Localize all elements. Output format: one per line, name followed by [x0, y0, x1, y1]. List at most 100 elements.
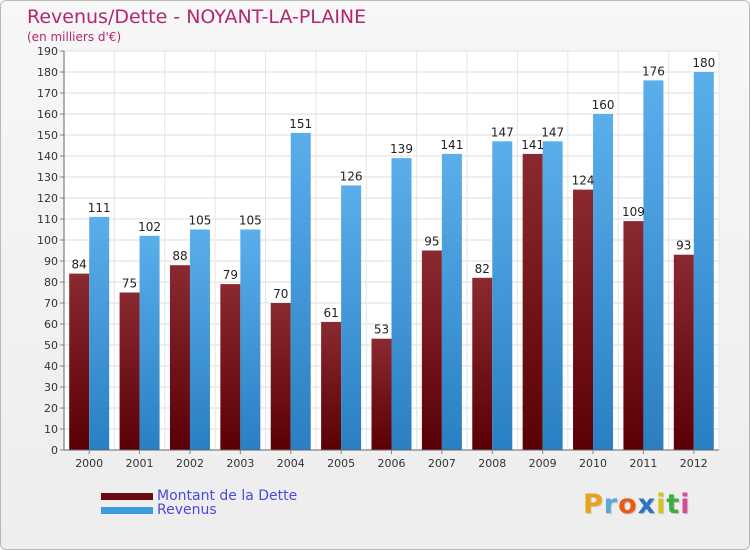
data-label-dette: 79 [223, 268, 238, 282]
y-tick-label: 30 [44, 381, 58, 394]
data-label-dette: 84 [72, 258, 87, 272]
bar-revenus [492, 141, 513, 451]
bar-revenus [391, 158, 412, 450]
data-label-dette: 61 [323, 306, 338, 320]
data-label-dette: 70 [273, 287, 288, 301]
bar-dette [69, 273, 90, 450]
legend-item-revenus: Revenus [101, 502, 217, 518]
bar-dette [119, 292, 140, 450]
bar-revenus [643, 80, 664, 451]
logo-letter: i [680, 489, 691, 520]
y-tick-label: 190 [37, 45, 58, 58]
data-label-dette: 93 [676, 239, 691, 253]
data-label-dette: 95 [424, 235, 439, 249]
bar-revenus [593, 114, 614, 450]
bar-revenus [139, 235, 160, 450]
x-tick-label: 2000 [75, 457, 103, 470]
y-tick-label: 160 [37, 108, 58, 121]
proxiti-logo: Proxiti [583, 489, 691, 520]
data-label-revenus: 141 [440, 138, 463, 152]
bar-revenus [89, 216, 110, 450]
legend-item-dette: Montant de la Dette [101, 488, 298, 504]
data-label-revenus: 180 [692, 56, 715, 70]
y-tick-label: 170 [37, 87, 58, 100]
bar-revenus [189, 229, 210, 450]
data-label-revenus: 151 [289, 117, 312, 131]
data-label-revenus: 105 [239, 214, 262, 228]
x-tick-label: 2001 [126, 457, 154, 470]
logo-letter: i [656, 489, 667, 520]
x-tick-label: 2011 [629, 457, 657, 470]
logo-letter: t [666, 489, 681, 520]
data-label-revenus: 139 [390, 142, 413, 156]
logo-letter: o [618, 489, 638, 520]
bar-dette [522, 153, 543, 450]
data-label-dette: 109 [622, 205, 645, 219]
y-tick-label: 180 [37, 66, 58, 79]
x-tick-label: 2012 [680, 457, 708, 470]
x-tick-label: 2004 [277, 457, 305, 470]
bar-revenus [290, 132, 311, 450]
x-tick-label: 2009 [529, 457, 557, 470]
data-label-dette: 141 [521, 138, 544, 152]
logo-letter: r [603, 489, 619, 520]
bar-dette [573, 189, 594, 450]
data-label-revenus: 111 [88, 201, 111, 215]
y-tick-label: 120 [37, 192, 58, 205]
data-label-revenus: 102 [138, 220, 161, 234]
bar-dette [321, 321, 342, 450]
data-label-revenus: 147 [541, 125, 564, 139]
y-tick-label: 50 [44, 339, 58, 352]
data-label-revenus: 126 [340, 169, 363, 183]
legend-label-dette: Montant de la Dette [157, 488, 298, 504]
y-tick-label: 90 [44, 255, 58, 268]
data-label-dette: 53 [374, 323, 389, 337]
legend-label-revenus: Revenus [157, 502, 217, 518]
bar-revenus [341, 185, 362, 450]
data-label-dette: 124 [572, 174, 595, 188]
y-tick-label: 150 [37, 129, 58, 142]
bar-revenus [542, 141, 563, 451]
bar-revenus [693, 72, 714, 450]
x-tick-label: 2003 [226, 457, 254, 470]
legend-swatch-revenus [101, 506, 153, 514]
data-label-revenus: 160 [592, 98, 615, 112]
x-tick-label: 2008 [478, 457, 506, 470]
y-tick-label: 130 [37, 171, 58, 184]
x-tick-label: 2007 [428, 457, 456, 470]
data-label-revenus: 105 [189, 214, 212, 228]
bar-dette [623, 221, 644, 450]
y-tick-label: 20 [44, 402, 58, 415]
bar-dette [472, 277, 493, 450]
bar-dette [220, 284, 241, 450]
y-tick-label: 110 [37, 213, 58, 226]
y-tick-label: 140 [37, 150, 58, 163]
data-label-revenus: 147 [491, 125, 514, 139]
y-tick-label: 70 [44, 297, 58, 310]
chart-subtitle: (en milliers d'€) [27, 30, 122, 44]
y-tick-label: 40 [44, 360, 58, 373]
legend-swatch-dette [101, 492, 153, 500]
bar-dette [169, 265, 190, 450]
data-label-dette: 75 [122, 277, 137, 291]
y-tick-label: 100 [37, 234, 58, 247]
x-tick-label: 2006 [378, 457, 406, 470]
y-tick-label: 0 [51, 444, 58, 457]
y-tick-label: 80 [44, 276, 58, 289]
data-label-dette: 88 [172, 249, 187, 263]
data-label-dette: 82 [475, 262, 490, 276]
bar-dette [673, 254, 694, 450]
logo-letter: x [637, 489, 657, 520]
bar-revenus [240, 229, 261, 450]
y-tick-label: 10 [44, 423, 58, 436]
chart-title: Revenus/Dette - NOYANT-LA-PLAINE [27, 6, 367, 28]
logo-letter: P [583, 489, 604, 520]
bar-dette [421, 250, 442, 450]
bar-dette [270, 303, 291, 450]
x-tick-label: 2002 [176, 457, 204, 470]
x-tick-label: 2010 [579, 457, 607, 470]
bar-dette [371, 338, 392, 450]
bar-revenus [441, 153, 462, 450]
